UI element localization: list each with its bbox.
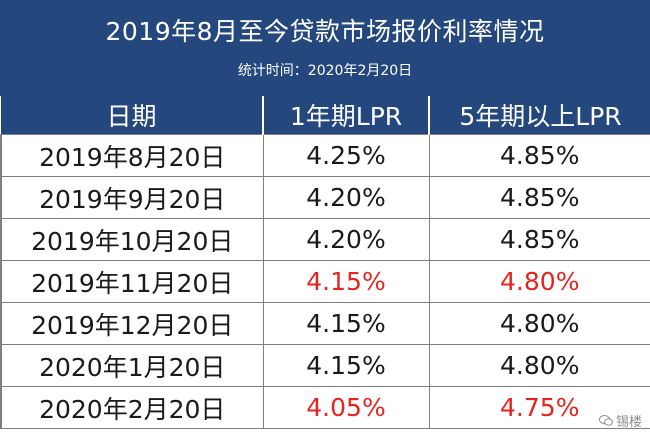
title-band: 2019年8月至今贷款市场报价利率情况 统计时间：2020年2月20日: [0, 0, 650, 96]
page-title: 2019年8月至今贷款市场报价利率情况: [105, 17, 545, 46]
lpr-5y-cell: 4.80%: [428, 302, 650, 345]
lpr-1y-cell: 4.25%: [262, 134, 430, 177]
table-row: 2019年9月20日 4.20% 4.85%: [0, 176, 650, 219]
date-cell: 2019年11月20日: [0, 260, 264, 303]
lpr-5y-cell: 4.85%: [428, 176, 650, 219]
table-row: 2019年10月20日 4.20% 4.85%: [0, 218, 650, 261]
page-subtitle: 统计时间：2020年2月20日: [237, 63, 413, 79]
table-header-row: 日期 1年期LPR 5年期以上LPR: [1, 96, 650, 135]
column-header-lpr-5y: 5年期以上LPR: [428, 96, 650, 135]
date-cell: 2019年10月20日: [0, 218, 264, 261]
date-cell: 2019年8月20日: [0, 134, 264, 177]
table-row: 2019年12月20日 4.15% 4.80%: [0, 302, 650, 345]
wechat-icon: [598, 415, 613, 426]
lpr-1y-cell: 4.20%: [262, 176, 430, 219]
lpr-1y-cell: 4.15%: [262, 260, 430, 303]
date-cell: 2020年2月20日: [0, 386, 264, 429]
lpr-5y-cell: 4.80%: [428, 260, 650, 303]
column-header-date: 日期: [1, 96, 263, 135]
lpr-1y-cell: 4.15%: [262, 302, 430, 345]
watermark-text: 锡楼: [615, 415, 642, 430]
date-cell: 2020年1月20日: [0, 344, 264, 387]
watermark: 锡楼: [598, 411, 642, 430]
table-row: 2020年1月20日 4.15% 4.80%: [0, 344, 650, 387]
table-row: 2019年11月20日 4.15% 4.80%: [0, 260, 650, 303]
lpr-1y-cell: 4.15%: [262, 344, 430, 387]
lpr-1y-cell: 4.20%: [262, 218, 430, 261]
lpr-5y-cell: 4.75%: [428, 386, 650, 429]
table-row: 2019年8月20日 4.25% 4.85%: [0, 134, 650, 177]
column-header-lpr-1y: 1年期LPR: [262, 96, 429, 135]
lpr-5y-cell: 4.85%: [428, 134, 650, 177]
table-row: 2020年2月20日 4.05% 4.75%: [0, 386, 650, 429]
lpr-5y-cell: 4.85%: [428, 218, 650, 261]
date-cell: 2019年9月20日: [0, 176, 264, 219]
lpr-table: 日期 1年期LPR 5年期以上LPR 2019年8月20日 4.25% 4.85…: [0, 96, 650, 429]
lpr-5y-cell: 4.80%: [428, 344, 650, 387]
lpr-1y-cell: 4.05%: [262, 386, 430, 429]
date-cell: 2019年12月20日: [0, 302, 264, 345]
